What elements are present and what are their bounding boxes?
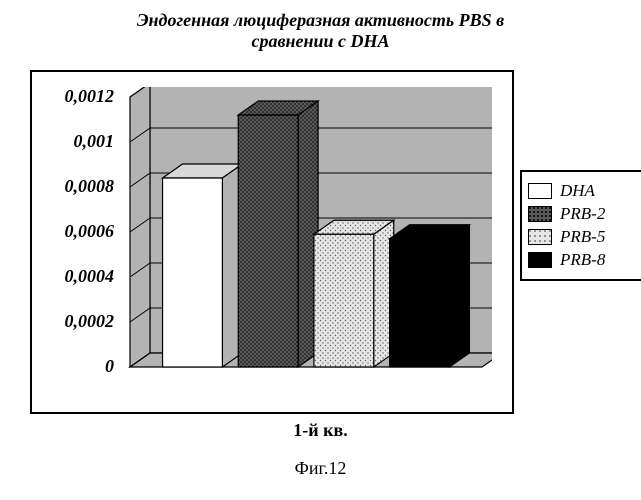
legend-label: PRB-8 bbox=[560, 250, 605, 270]
plot-panel bbox=[122, 87, 492, 387]
legend-item-prb-8: PRB-8 bbox=[528, 250, 638, 270]
bar-prb-5 bbox=[314, 220, 394, 367]
y-tick-label: 0,0002 bbox=[34, 311, 114, 332]
y-tick-label: 0,0012 bbox=[34, 86, 114, 107]
y-tick-label: 0 bbox=[34, 356, 114, 377]
bar-prb-2 bbox=[238, 101, 318, 367]
legend-label: PRB-5 bbox=[560, 227, 605, 247]
x-axis-caption: 1-й кв. bbox=[0, 420, 641, 441]
figure-caption: Фиг.12 bbox=[0, 458, 641, 479]
legend-item-prb-2: PRB-2 bbox=[528, 204, 638, 224]
legend-item-dha: DHA bbox=[528, 181, 638, 201]
y-tick-label: 0,0006 bbox=[34, 221, 114, 242]
legend-item-prb-5: PRB-5 bbox=[528, 227, 638, 247]
legend-swatch bbox=[528, 229, 552, 245]
legend-swatch bbox=[528, 252, 552, 268]
legend-swatch bbox=[528, 183, 552, 199]
y-tick-label: 0,0004 bbox=[34, 266, 114, 287]
legend-label: DHA bbox=[560, 181, 595, 201]
bar-dha bbox=[163, 164, 243, 367]
y-tick-label: 0,0008 bbox=[34, 176, 114, 197]
legend: DHA PRB-2 PRB-5 PRB-8 bbox=[520, 170, 641, 281]
bar-prb-8 bbox=[390, 225, 470, 367]
y-tick-label: 0,001 bbox=[34, 131, 114, 152]
legend-label: PRB-2 bbox=[560, 204, 605, 224]
legend-swatch bbox=[528, 206, 552, 222]
chart-title: Эндогенная люциферазная активность PBS в… bbox=[0, 10, 641, 51]
chart-area: 0 0,0002 0,0004 0,0006 0,0008 0,001 0,0012 bbox=[30, 70, 514, 414]
